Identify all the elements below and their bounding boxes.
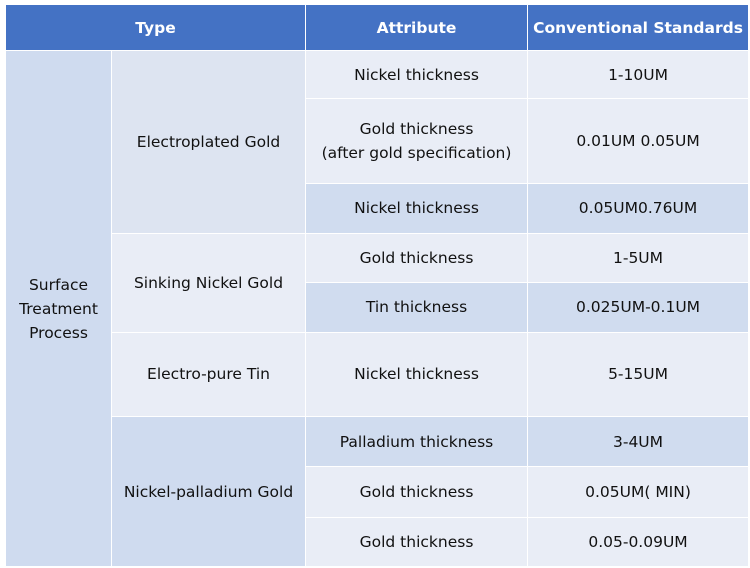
header-type: Type — [4, 4, 307, 51]
standard-cell: 1-10UM — [527, 49, 750, 100]
table-row: Tin thickness 0.025UM-0.1UM — [6, 282, 750, 333]
standard-cell: 0.05UM0.76UM — [527, 182, 750, 235]
surface-treatment-table: Type Attribute Conventional Standards Su… — [4, 4, 750, 568]
standard-cell: 3-4UM — [527, 416, 750, 468]
standard-cell: 5-15UM — [527, 331, 750, 418]
attribute-cell: Palladium thickness — [305, 416, 529, 468]
table-row: Gold thickness 0.05UM( MIN) — [6, 466, 750, 518]
type-electroplated-gold: Electroplated Gold — [110, 49, 307, 235]
header-row: Type Attribute Conventional Standards — [4, 4, 750, 51]
standard-cell: 0.05UM( MIN) — [527, 466, 750, 518]
standard-cell: 0.05-0.09UM — [527, 516, 750, 568]
table-row: Gold thickness 0.05-0.09UM — [6, 516, 750, 568]
attribute-cell: Gold thickness — [305, 233, 529, 284]
header-attribute: Attribute — [305, 4, 529, 51]
header-standards: Conventional Standards — [527, 4, 750, 51]
table-row: Surface Treatment Process Electroplated … — [5, 49, 750, 567]
attribute-cell: Nickel thickness — [305, 331, 529, 418]
attribute-cell: Nickel thickness — [305, 182, 529, 235]
attribute-cell: Gold thickness (after gold specification… — [305, 98, 529, 184]
table-row: Nickel-palladium Gold Palladium thicknes… — [6, 416, 750, 567]
type-nickel-palladium-gold: Nickel-palladium Gold — [110, 416, 307, 567]
table-row: Electro-pure Tin Nickel thickness 5-15UM — [6, 331, 750, 418]
table-row: Gold thickness (after gold specification… — [6, 98, 750, 184]
standard-cell: 1-5UM — [527, 233, 750, 284]
standard-cell: 0.025UM-0.1UM — [527, 282, 750, 333]
table-row: Sinking Nickel Gold Gold thickness 1-5UM — [6, 233, 750, 333]
attribute-cell: Gold thickness — [305, 466, 529, 518]
table-row: Nickel thickness 0.05UM0.76UM — [6, 182, 750, 235]
attribute-cell: Nickel thickness — [305, 49, 529, 100]
attribute-cell: Gold thickness — [305, 516, 529, 568]
type-sinking-nickel-gold: Sinking Nickel Gold — [110, 233, 307, 333]
attribute-cell: Tin thickness — [305, 282, 529, 333]
type-electro-pure-tin: Electro-pure Tin — [110, 331, 307, 418]
standard-cell: 0.01UM 0.05UM — [527, 98, 750, 184]
process-label: Surface Treatment Process — [5, 50, 112, 567]
